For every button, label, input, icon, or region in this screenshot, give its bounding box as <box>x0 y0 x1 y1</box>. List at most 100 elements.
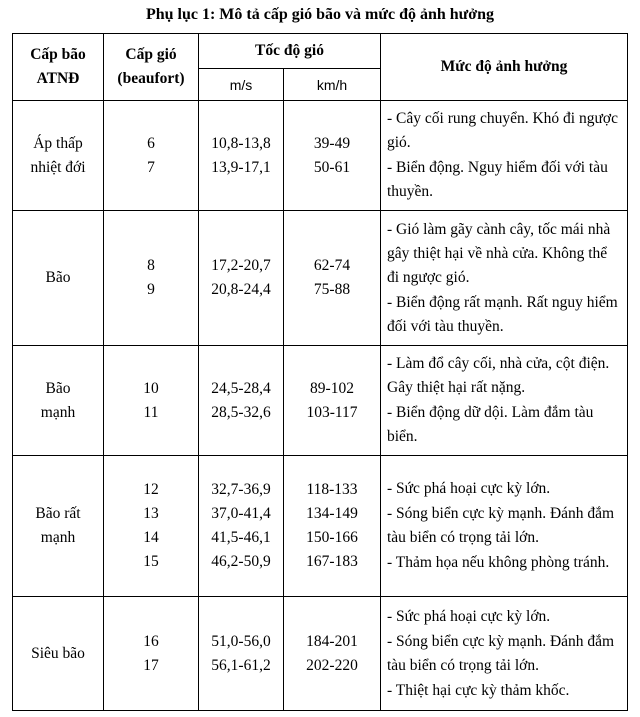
cell-line: Bão <box>45 269 71 286</box>
impact-text: - Biển động rất mạnh. Rất nguy hiểm đối … <box>387 293 618 335</box>
level-cell: 10 11 <box>103 345 199 456</box>
impact-text: - Cây cối rung chuyển. Khó đi ngược gió. <box>387 110 618 151</box>
ms-cell: 17,2-20,7 20,8-24,4 <box>198 210 284 346</box>
kmh-cell: 118-133 134-149 150-166 167-183 <box>283 455 381 597</box>
cell-line: nhiệt đới <box>30 158 86 176</box>
cell-line: 62-74 <box>313 257 351 274</box>
header-cell: Mức độ ảnh hưởng <box>380 33 628 101</box>
cell-line: 10,8-13,8 <box>211 134 271 152</box>
category-cell: Bão mạnh <box>12 345 104 456</box>
cell-line: 202-220 <box>306 656 358 674</box>
cell-line: 41,5-46,1 <box>211 529 271 546</box>
unit-cell: km/h <box>283 68 381 101</box>
cell-line: Bão rất <box>35 505 81 522</box>
header-cell: Cấp gió (beaufort) <box>103 33 199 101</box>
cell-line: 32,7-36,9 <box>211 481 271 498</box>
cell-line: 134-149 <box>306 505 358 522</box>
impact-text: - Làm đổ cây cối, nhà cửa, cột điện. Gây… <box>387 355 610 396</box>
cell-line: 17,2-20,7 <box>211 257 271 274</box>
ms-cell: 24,5-28,4 28,5-32,6 <box>198 345 284 456</box>
cell-line: 12 <box>143 481 159 498</box>
cell-line: 89-102 <box>310 379 354 397</box>
cell-line: 20,8-24,4 <box>211 281 271 298</box>
category-cell: Bão rất mạnh <box>12 455 104 597</box>
cell-line: 6 <box>147 134 155 152</box>
ms-cell: 51,0-56,0 56,1-61,2 <box>198 596 284 711</box>
cell-line: 39-49 <box>313 134 351 152</box>
header-cell: Tốc độ gió <box>198 33 381 69</box>
table-row: Áp thấp nhiệt đới 6 7 10,8-13,8 13,9-17,1 39-4… <box>12 100 628 211</box>
cell-line: 10 <box>143 379 159 397</box>
level-cell: 16 17 <box>103 596 199 711</box>
category-cell: Áp thấp nhiệt đới <box>12 100 104 211</box>
impact-text: - Gió làm gãy cành cây, tốc mái nhà gây … <box>387 220 611 286</box>
cell-line: 11 <box>143 403 159 421</box>
level-cell: 12 13 14 15 <box>103 455 199 597</box>
impact-cell: - Sức phá hoại cực kỳ lớn. - Sóng biển cự… <box>380 455 628 597</box>
impact-cell: - Làm đổ cây cối, nhà cửa, cột điện. Gây… <box>380 345 628 456</box>
kmh-cell: 39-49 50-61 <box>283 100 381 211</box>
impact-text: - Sức phá hoại cực kỳ lớn. <box>387 480 551 497</box>
impact-text: - Thiệt hại cực kỳ thảm khốc. <box>387 681 570 699</box>
kmh-cell: 89-102 103-117 <box>283 345 381 456</box>
table-row: Siêu bão 16 17 51,0-56,0 56,1-61,2 184-201 202… <box>12 596 628 711</box>
cell-line: 15 <box>143 553 159 570</box>
cell-line: 150-166 <box>306 529 358 546</box>
cell-line: 7 <box>147 158 155 176</box>
ms-cell: 10,8-13,8 13,9-17,1 <box>198 100 284 211</box>
cell-line: Áp thấp <box>33 134 83 152</box>
cell-line: 50-61 <box>313 158 351 176</box>
ms-cell: 32,7-36,9 37,0-41,4 41,5-46,1 46,2-50,9 <box>198 455 284 597</box>
header-text: ATNĐ <box>36 70 80 87</box>
table-row: Bão rất mạnh 12 13 14 15 32,7-36,9 37,0-41,4 41,… <box>12 455 628 597</box>
cell-line: mạnh <box>40 403 76 421</box>
header-text: Cấp bão <box>30 46 86 63</box>
impact-text: - Biển động dữ dội. Làm đắm tàu biển. <box>387 404 594 445</box>
cell-line: 16 <box>143 632 159 650</box>
wind-table: Cấp bão ATNĐ Cấp gió (beaufort) Tốc độ gió… <box>12 33 628 711</box>
cell-line: 167-183 <box>306 553 358 570</box>
impact-text: - Biển động. Nguy hiểm đối với tàu thuyề… <box>387 159 608 200</box>
cell-line: 51,0-56,0 <box>211 632 271 650</box>
header-cell: Cấp bão ATNĐ <box>12 33 104 101</box>
kmh-cell: 62-74 75-88 <box>283 210 381 346</box>
table-row: Bão mạnh 10 11 24,5-28,4 28,5-32,6 89-102 103-1… <box>12 345 628 456</box>
cell-line: 9 <box>147 281 155 298</box>
cell-line: mạnh <box>40 529 76 546</box>
unit-cell: m/s <box>198 68 284 101</box>
cell-line: 13,9-17,1 <box>211 158 271 176</box>
cell-line: 103-117 <box>306 403 358 421</box>
header-text: Cấp gió <box>125 46 177 63</box>
cell-line: 8 <box>147 257 155 274</box>
cell-line: 17 <box>143 656 159 674</box>
cell-line: 46,2-50,9 <box>211 553 271 570</box>
impact-cell: - Cây cối rung chuyển. Khó đi ngược gió.… <box>380 100 628 211</box>
impact-text: - Thảm họa nếu không phòng tránh. <box>387 554 610 571</box>
cell-line: 118-133 <box>306 481 358 498</box>
cell-line: 56,1-61,2 <box>211 656 271 674</box>
table-row: Bão 8 9 17,2-20,7 20,8-24,4 62-74 75-88- Gió l… <box>12 210 628 346</box>
impact-text: - Sóng biển cực kỳ mạnh. Đánh đắm tàu bi… <box>387 505 615 546</box>
title: Phụ lục 1: Mô tả cấp gió bão và mức độ ả… <box>145 6 495 23</box>
cell-line: Bão <box>45 379 71 397</box>
header-text: (beaufort) <box>117 70 185 87</box>
cell-line: 14 <box>143 529 159 546</box>
cell-line: Siêu bão <box>31 644 85 662</box>
kmh-cell: 184-201 202-220 <box>283 596 381 711</box>
category-cell: Bão <box>12 210 104 346</box>
cell-line: 24,5-28,4 <box>211 379 271 397</box>
cell-line: 37,0-41,4 <box>211 505 271 522</box>
table-body: Áp thấp nhiệt đới 6 7 10,8-13,8 13,9-17,1 39-4… <box>12 100 628 711</box>
impact-text: - Sóng biển cực kỳ mạnh. Đánh đắm tàu bi… <box>387 632 615 674</box>
category-cell: Siêu bão <box>12 596 104 711</box>
cell-line: 75-88 <box>313 281 351 298</box>
impact-cell: - Gió làm gãy cành cây, tốc mái nhà gây … <box>380 210 628 346</box>
cell-line: 13 <box>143 505 159 522</box>
impact-text: - Sức phá hoại cực kỳ lớn. <box>387 607 551 625</box>
cell-line: 28,5-32,6 <box>211 403 271 421</box>
impact-cell: - Sức phá hoại cực kỳ lớn. - Sóng biển cự… <box>380 596 628 711</box>
cell-line: 184-201 <box>306 632 358 650</box>
